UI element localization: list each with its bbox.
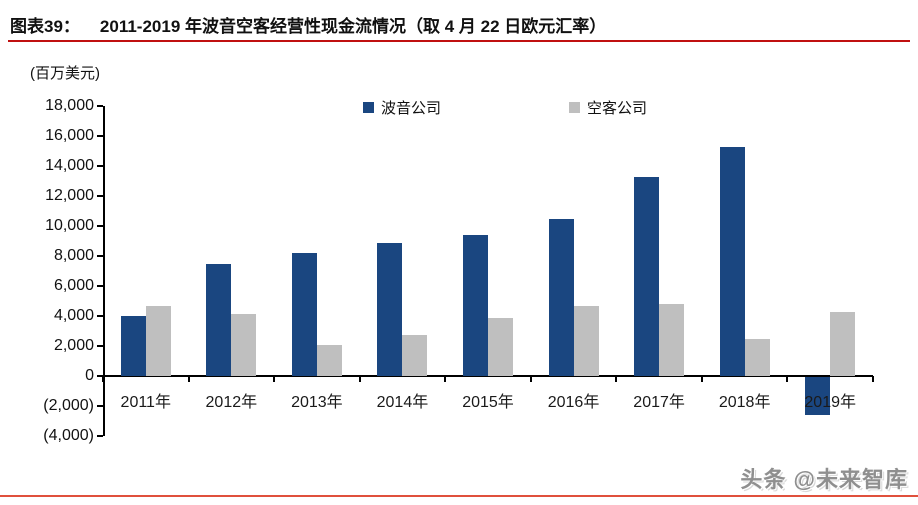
x-axis-tick xyxy=(529,376,532,382)
y-axis-tick-label: (4,000) xyxy=(43,427,94,444)
y-axis-tick-label: 8,000 xyxy=(53,247,94,264)
x-axis-category-label: 2012年 xyxy=(205,394,258,411)
y-axis-tick xyxy=(97,375,103,377)
chart-bar-空客公司-2017年 xyxy=(659,304,685,376)
chart-bar-波音公司-2016年 xyxy=(548,218,574,376)
legend-item-airbus: 空客公司 xyxy=(569,97,647,118)
watermark: 头条 @未来智库 xyxy=(740,467,908,492)
boeing-legend-label: 波音公司 xyxy=(381,100,442,117)
y-axis-tick-label: 12,000 xyxy=(45,187,94,204)
y-axis-unit-label: (百万美元) xyxy=(30,65,100,82)
airbus-legend-label: 空客公司 xyxy=(587,100,648,117)
y-axis-tick xyxy=(97,105,103,107)
y-axis-line xyxy=(103,106,105,436)
y-axis-tick xyxy=(97,345,103,347)
x-axis-category-label: 2015年 xyxy=(462,394,514,411)
x-axis-category-label: 2017年 xyxy=(633,394,685,411)
x-axis-category-label: 2013年 xyxy=(291,394,343,411)
chart-bar-空客公司-2013年 xyxy=(316,345,342,376)
x-axis-tick xyxy=(273,376,276,382)
x-axis-tick xyxy=(102,376,104,382)
x-axis-tick xyxy=(444,376,447,382)
y-axis-tick xyxy=(97,255,103,257)
figure-label: 图表39： xyxy=(10,17,80,36)
x-axis-category-label: 2011年 xyxy=(120,394,171,411)
x-axis-tick xyxy=(786,376,789,382)
chart-bar-空客公司-2014年 xyxy=(402,334,428,376)
y-axis-tick-label: (2,000) xyxy=(43,397,94,414)
bottom-divider xyxy=(0,495,918,497)
x-axis-tick xyxy=(872,376,874,382)
x-axis-tick xyxy=(615,376,618,382)
chart-bar-波音公司-2014年 xyxy=(377,242,403,376)
chart-bar-空客公司-2018年 xyxy=(744,338,770,376)
x-axis-category-label: 2016年 xyxy=(547,394,600,411)
x-axis-category-label: 2014年 xyxy=(376,394,429,411)
boeing-legend-swatch-icon xyxy=(363,102,374,113)
y-axis-tick-label: 10,000 xyxy=(45,217,94,234)
chart-bar-波音公司-2015年 xyxy=(463,235,488,376)
y-axis-tick-label: 6,000 xyxy=(53,277,94,294)
y-axis-tick-label: 4,000 xyxy=(53,307,94,324)
figure-title: 2011-2019 年波音空客经营性现金流情况（取 4 月 22 日欧元汇率） xyxy=(99,17,607,36)
x-axis-tick xyxy=(700,376,703,382)
y-axis-tick-label: 16,000 xyxy=(45,127,94,144)
figure-header: 图表39： 2011-2019 年波音空客经营性现金流情况（取 4 月 22 日… xyxy=(10,12,606,37)
chart-bar-波音公司-2017年 xyxy=(634,176,660,376)
chart-bar-空客公司-2012年 xyxy=(231,313,257,376)
chart-bar-空客公司-2019年 xyxy=(830,312,856,376)
y-axis-tick xyxy=(97,195,103,197)
chart-bar-空客公司-2015年 xyxy=(488,317,513,376)
y-axis-tick xyxy=(97,405,103,407)
chart-bar-波音公司-2018年 xyxy=(719,146,745,376)
title-underline xyxy=(8,40,910,42)
chart-bar-波音公司-2011年 xyxy=(120,316,146,376)
chart-bar-波音公司-2012年 xyxy=(206,263,232,376)
y-axis-tick xyxy=(97,315,103,317)
y-axis-tick xyxy=(97,165,103,167)
chart-bar-波音公司-2019年 xyxy=(805,377,831,415)
legend-item-boeing: 波音公司 xyxy=(363,97,441,118)
airbus-legend-swatch-icon xyxy=(569,102,580,113)
y-axis-tick xyxy=(97,135,103,137)
x-axis-tick xyxy=(358,376,361,382)
x-axis-tick xyxy=(187,376,190,382)
x-axis-category-label: 2019年 xyxy=(804,394,857,411)
x-axis-line xyxy=(103,375,873,377)
y-axis-tick-label: 14,000 xyxy=(45,157,94,174)
y-axis-tick xyxy=(97,225,103,227)
y-axis-tick xyxy=(97,435,103,437)
chart-bar-空客公司-2016年 xyxy=(573,305,599,376)
y-axis-tick-label: 2,000 xyxy=(53,337,94,354)
y-axis-tick-label: 18,000 xyxy=(45,97,94,114)
chart-bar-波音公司-2013年 xyxy=(291,253,317,376)
x-axis-category-label: 2018年 xyxy=(718,394,771,411)
chart-bar-空客公司-2011年 xyxy=(145,306,171,376)
y-axis-tick-label: 0 xyxy=(85,367,94,384)
y-axis-tick xyxy=(97,285,103,287)
